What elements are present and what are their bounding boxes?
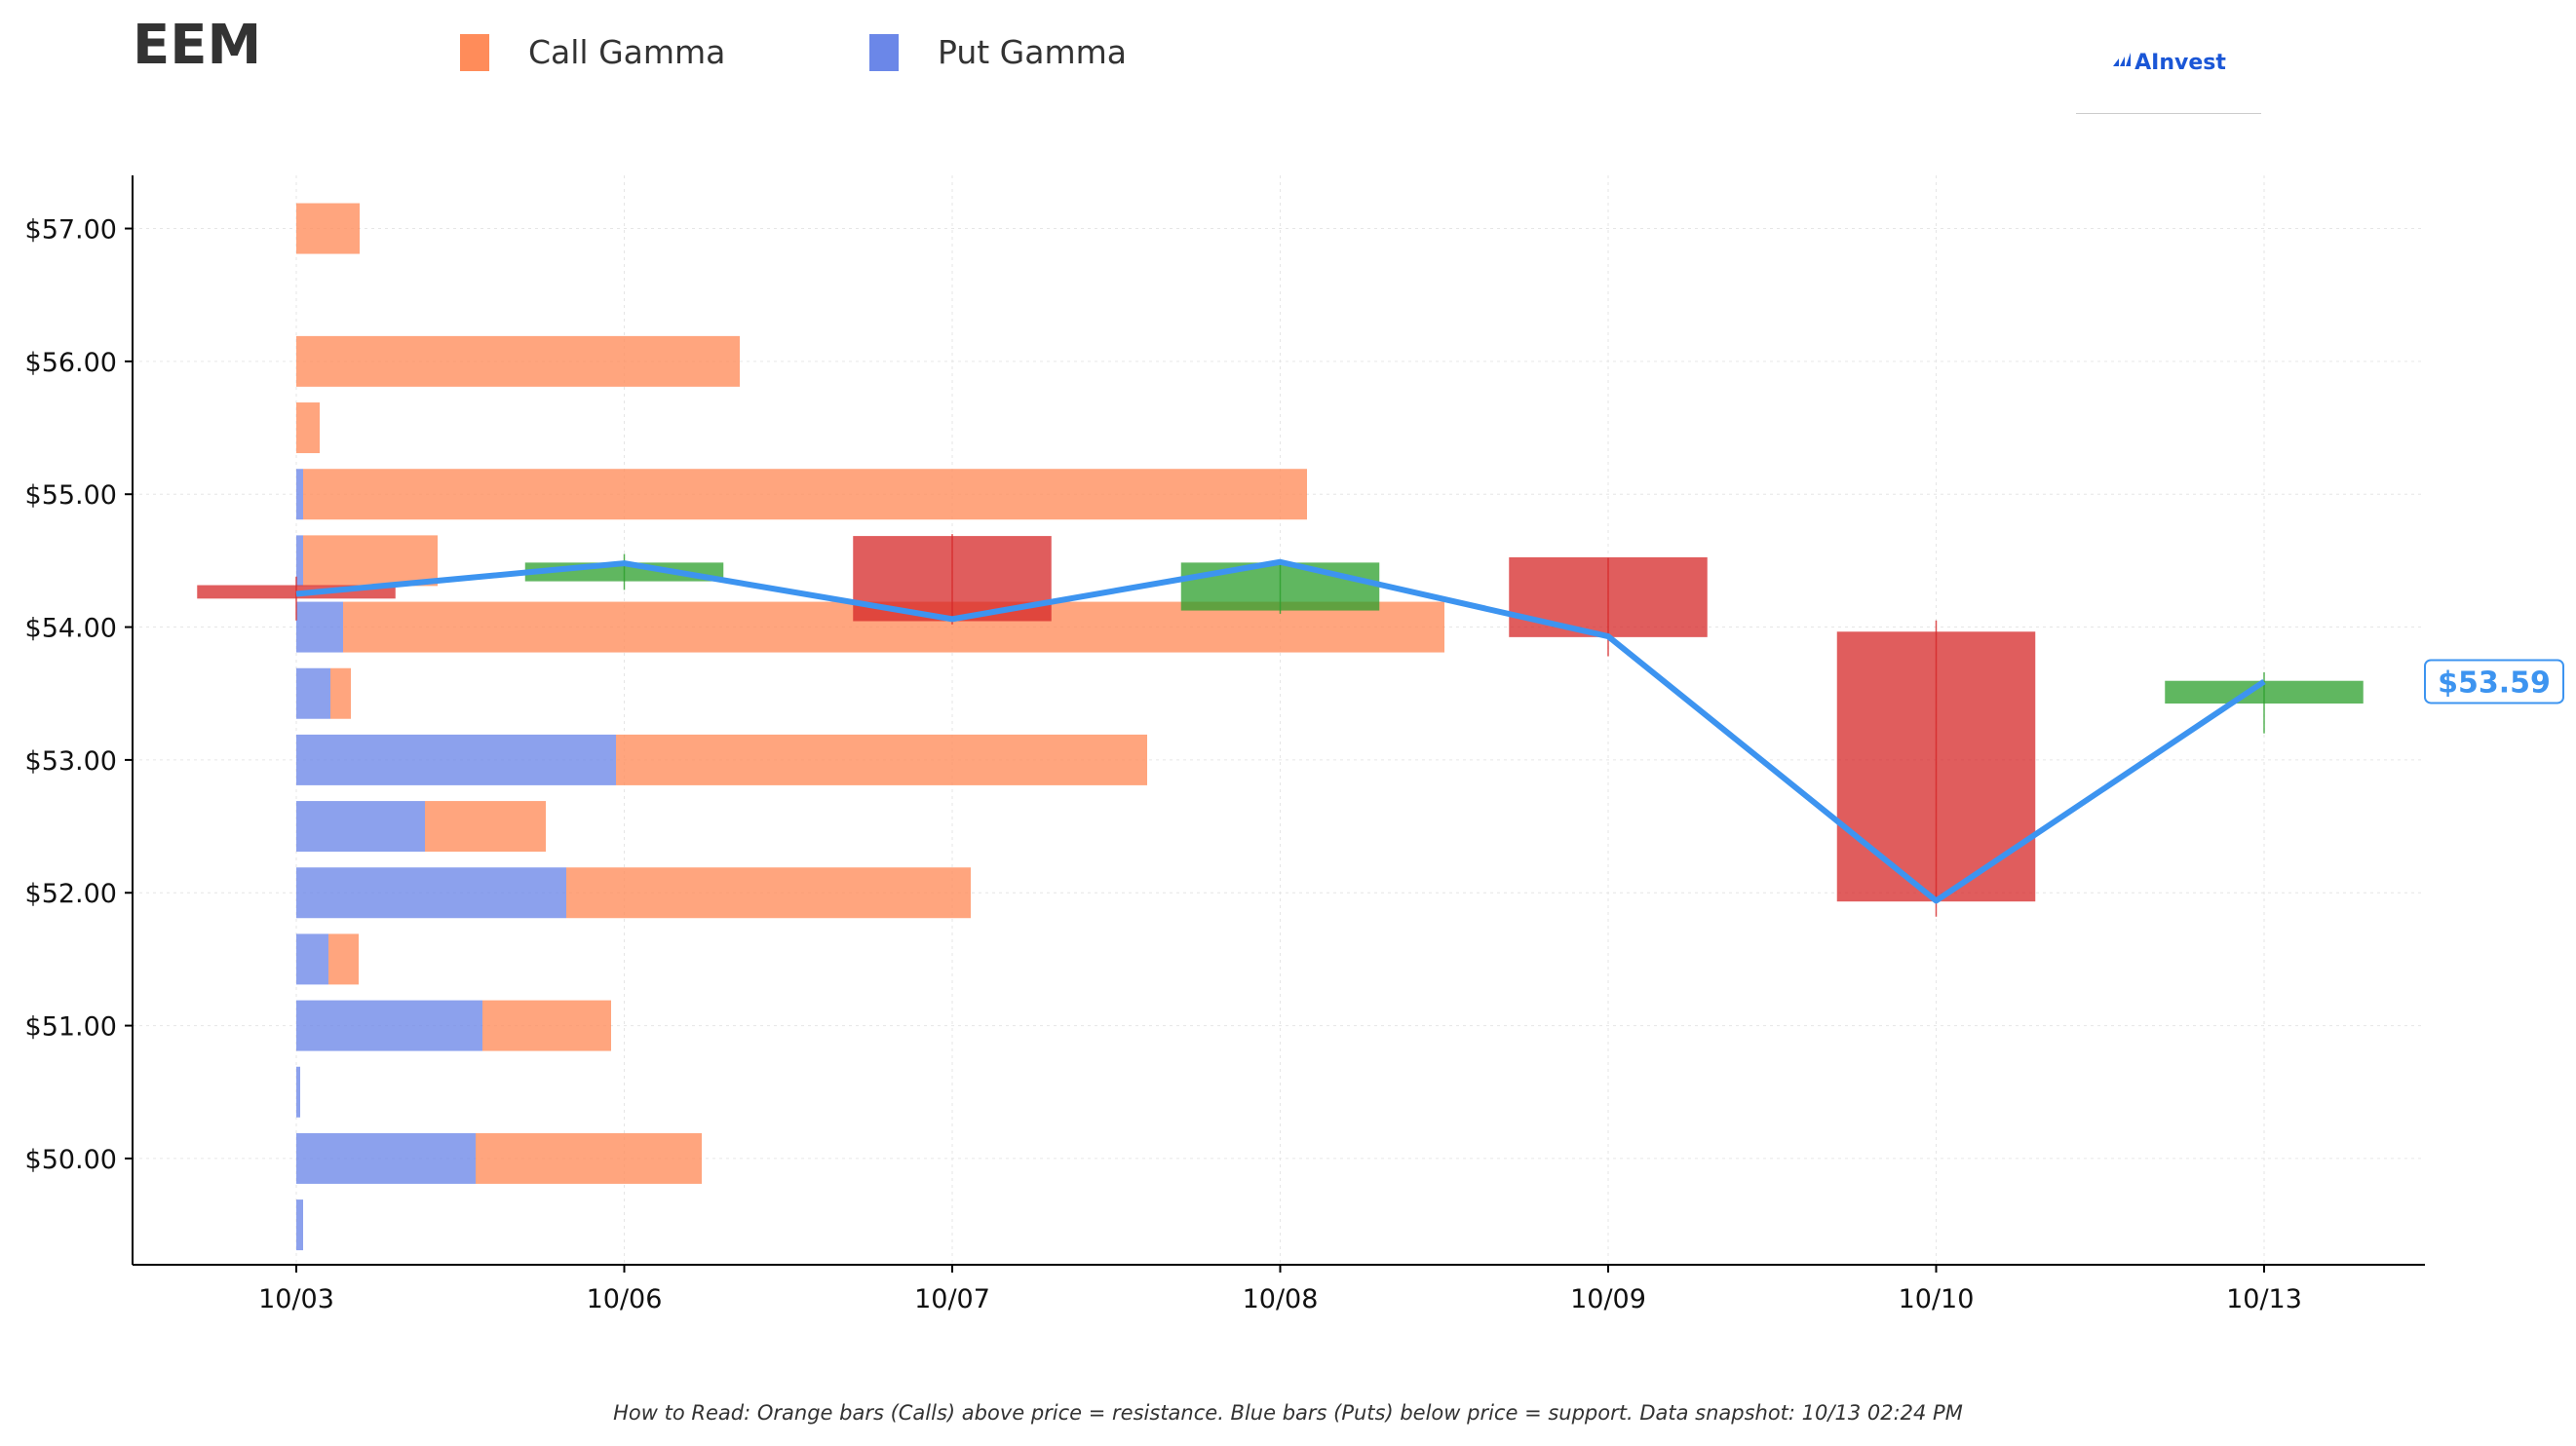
call-gamma-bar (476, 1132, 702, 1184)
put-gamma-swatch (869, 33, 899, 71)
put-gamma-bar (296, 1132, 476, 1184)
put-gamma-bar (296, 801, 425, 853)
call-gamma-bar (616, 734, 1147, 785)
call-gamma-bar (303, 469, 1307, 520)
call-gamma-bar (566, 867, 971, 919)
put-gamma-bar (296, 1199, 303, 1251)
put-gamma-bar (296, 601, 343, 653)
y-tick-label: $50.00 (25, 1145, 117, 1175)
call-gamma-bar (303, 535, 438, 587)
call-gamma-bar (296, 203, 360, 254)
call-gamma-bar (330, 667, 351, 719)
footnote: How to Read: Orange bars (Calls) above p… (613, 1401, 1963, 1425)
ainvest-logo-icon (2113, 53, 2132, 66)
put-gamma-bar (296, 1000, 482, 1051)
candle-body (1836, 631, 2036, 902)
x-tick-label: 10/13 (2226, 1284, 2302, 1314)
legend-put: Put Gamma (869, 33, 1127, 71)
legend-call-label: Call Gamma (528, 33, 726, 71)
x-tick-label: 10/10 (1899, 1284, 1975, 1314)
call-gamma-swatch (460, 33, 489, 71)
x-tick-label: 10/07 (914, 1284, 990, 1314)
legend-call: Call Gamma (460, 33, 725, 71)
call-gamma-bar (296, 335, 740, 387)
put-gamma-bar (296, 469, 303, 520)
put-gamma-bar (296, 933, 328, 985)
y-tick-label: $57.00 (25, 215, 117, 246)
close-price-line (295, 558, 2266, 904)
call-gamma-bar (482, 1000, 611, 1051)
y-tick-label: $56.00 (25, 348, 117, 378)
put-gamma-bar (296, 667, 330, 719)
y-tick-label: $52.00 (25, 879, 117, 909)
call-gamma-bar (296, 402, 320, 454)
call-gamma-bar (328, 933, 359, 985)
x-tick-label: 10/03 (258, 1284, 334, 1314)
logo-text: AInvest (2134, 51, 2226, 75)
candle-body (1180, 562, 1380, 611)
y-tick-label: $51.00 (25, 1012, 117, 1043)
chart-title: EEM (133, 14, 262, 77)
y-tick-label: $55.00 (25, 480, 117, 511)
ainvest-logo: AInvest (2076, 45, 2261, 114)
x-tick-label: 10/09 (1570, 1284, 1646, 1314)
current-price-label: $53.59 (2438, 666, 2551, 700)
y-tick-label: $53.00 (25, 746, 117, 777)
candle-body (1509, 556, 1708, 637)
put-gamma-bar (296, 867, 566, 919)
put-gamma-bar (296, 535, 303, 587)
current-price-box (2424, 659, 2564, 704)
y-tick-label: $54.00 (25, 614, 117, 644)
x-tick-label: 10/06 (587, 1284, 663, 1314)
put-gamma-bar (296, 734, 616, 785)
legend-put-label: Put Gamma (938, 33, 1127, 71)
put-gamma-bar (296, 1066, 300, 1118)
x-tick-label: 10/08 (1243, 1284, 1319, 1314)
call-gamma-bar (425, 801, 546, 853)
